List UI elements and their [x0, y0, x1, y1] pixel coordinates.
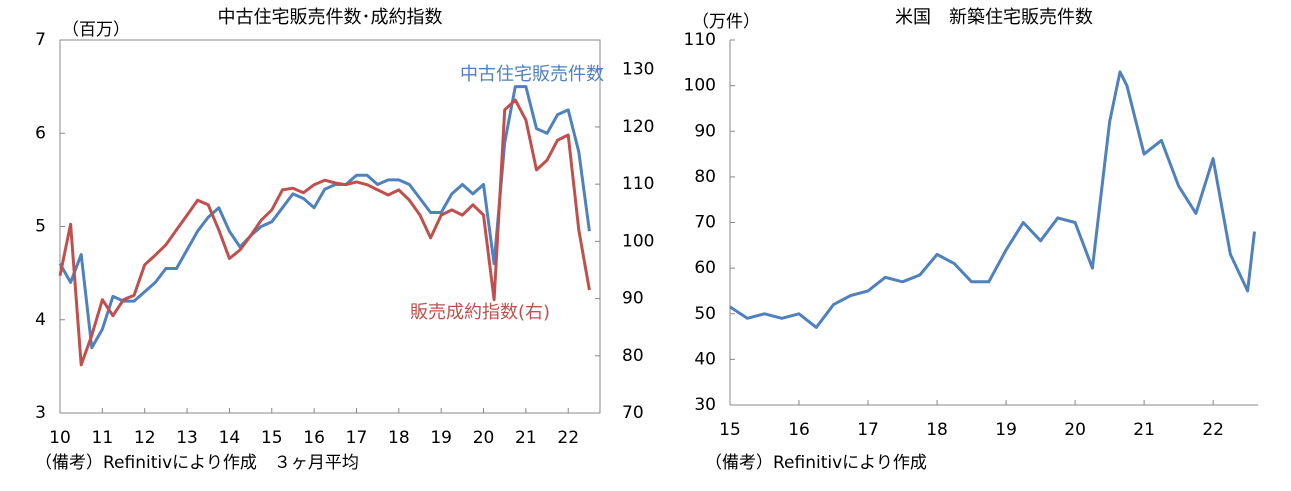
- footnote: （備考）Refinitivにより作成 ３ヶ月平均: [35, 453, 359, 473]
- x-tick-label: 21: [1133, 420, 1155, 440]
- x-tick-label: 17: [857, 420, 879, 440]
- y-axis-label: （百万）: [62, 20, 130, 40]
- y2-tick-label: 80: [622, 346, 644, 366]
- x-tick-label: 22: [1202, 420, 1224, 440]
- x-tick-label: 15: [261, 428, 283, 448]
- x-tick-label: 18: [926, 420, 948, 440]
- x-tick-label: 13: [176, 428, 198, 448]
- y-tick-label: 4: [35, 310, 46, 330]
- series-label: 中古住宅販売件数: [460, 64, 604, 85]
- x-tick-label: 14: [219, 428, 241, 448]
- x-tick-label: 20: [473, 428, 495, 448]
- plot-frame: [59, 39, 601, 414]
- y-tick-label: 110: [684, 30, 716, 50]
- x-tick-label: 20: [1064, 420, 1086, 440]
- x-tick-label: 19: [995, 420, 1017, 440]
- y-axis-label: （万件）: [692, 12, 760, 32]
- y2-tick-label: 90: [622, 289, 644, 309]
- x-tick-label: 22: [557, 428, 579, 448]
- x-tick-label: 15: [719, 420, 741, 440]
- y-tick-label: 60: [694, 258, 716, 278]
- x-tick-label: 10: [49, 428, 71, 448]
- series-label: 販売成約指数(右): [410, 302, 550, 323]
- y2-tick-label: 70: [622, 403, 644, 423]
- y-tick-label: 80: [694, 167, 716, 187]
- x-tick-label: 16: [788, 420, 810, 440]
- series-line: [729, 70, 1256, 329]
- y-tick-label: 90: [694, 121, 716, 141]
- x-tick-label: 11: [92, 428, 114, 448]
- x-tick-label: 16: [303, 428, 325, 448]
- y-tick-label: 40: [694, 349, 716, 369]
- y-tick-label: 50: [694, 304, 716, 324]
- footnote: （備考）Refinitivにより作成: [705, 453, 927, 473]
- y-tick-label: 3: [35, 403, 46, 423]
- x-tick-label: 12: [134, 428, 156, 448]
- y-tick-label: 6: [35, 123, 46, 143]
- x-tick-label: 17: [346, 428, 368, 448]
- chart-title: 中古住宅販売件数･成約指数: [218, 7, 443, 28]
- x-tick-label: 21: [515, 428, 537, 448]
- y-tick-label: 7: [35, 30, 46, 50]
- y-tick-label: 100: [684, 76, 716, 96]
- y-tick-label: 70: [694, 213, 716, 233]
- y2-tick-label: 110: [622, 174, 654, 194]
- y2-tick-label: 120: [622, 117, 654, 137]
- series-line: [58, 98, 591, 367]
- y2-tick-label: 130: [622, 60, 654, 80]
- y-tick-label: 5: [35, 217, 46, 237]
- x-tick-label: 19: [430, 428, 452, 448]
- y-tick-label: 30: [694, 395, 716, 415]
- y2-tick-label: 100: [622, 231, 654, 251]
- chart-title: 米国 新築住宅販売件数: [895, 7, 1093, 28]
- x-tick-label: 18: [388, 428, 410, 448]
